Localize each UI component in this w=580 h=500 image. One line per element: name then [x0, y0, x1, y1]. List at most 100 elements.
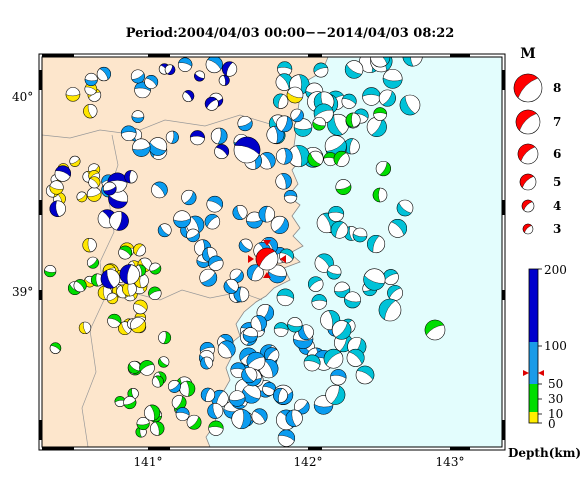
- focal-mechanism: [100, 269, 121, 289]
- focal-mechanism: [86, 187, 102, 202]
- focal-mechanism: [109, 211, 129, 231]
- focal-mechanism: [366, 116, 387, 137]
- focal-mechanism: [65, 87, 81, 102]
- focal-mechanism: [144, 75, 159, 89]
- focal-mechanism: [323, 348, 344, 369]
- focal-mechanism: [378, 89, 396, 107]
- focal-mechanism: [363, 268, 386, 291]
- focal-mechanism: [218, 74, 230, 86]
- focal-mechanism: [307, 276, 324, 292]
- focal-mechanism: [179, 380, 196, 397]
- focal-mechanism: [49, 342, 62, 354]
- focal-mechanism: [277, 429, 296, 447]
- focal-mechanism: [181, 189, 197, 206]
- focal-mechanism: [96, 66, 111, 82]
- focal-mechanism: [148, 286, 162, 300]
- lon-label-142: 142°: [294, 455, 323, 469]
- focal-mechanism: [205, 57, 223, 74]
- focal-mechanism: [378, 298, 402, 322]
- magnitude-legend-ball-6: [517, 143, 539, 165]
- focal-mechanism: [127, 360, 141, 374]
- lon-label-141: 141°: [134, 455, 163, 469]
- focal-mechanism: [164, 64, 176, 76]
- depth-marker-left: [523, 370, 529, 376]
- magnitude-legend-ball-8: [513, 73, 543, 103]
- main-shock-marker: [280, 255, 286, 263]
- lat-label-40: 40°: [12, 90, 33, 104]
- focal-mechanism: [382, 269, 399, 286]
- map-title: Period:2004/04/03 00:00−−2014/04/03 08:2…: [125, 26, 455, 41]
- focal-mechanism: [402, 57, 423, 67]
- focal-mechanism: [344, 291, 361, 309]
- focal-mechanism: [204, 213, 221, 230]
- focal-mechanism: [122, 281, 137, 297]
- focal-mechanism: [341, 93, 357, 109]
- focal-mechanisms: [44, 57, 446, 447]
- focal-mechanism: [272, 387, 288, 403]
- focal-mechanism: [86, 256, 99, 269]
- depth-tick-100: 100: [544, 339, 567, 353]
- focal-mechanism: [186, 228, 200, 243]
- focal-mechanism: [82, 237, 97, 253]
- focal-mechanism: [69, 155, 81, 167]
- lon-label-143: 143°: [436, 455, 465, 469]
- focal-mechanism: [238, 238, 253, 253]
- focal-mechanism: [399, 94, 421, 116]
- focal-mechanism: [107, 313, 122, 328]
- magnitude-label-7: 7: [553, 115, 561, 129]
- depth-scale: 200 100 50 30 10 0 Depth(km): [508, 263, 580, 460]
- focal-mechanism: [276, 115, 293, 133]
- focal-mechanism: [157, 223, 172, 238]
- focal-mechanism: [246, 264, 264, 282]
- focal-mechanism: [285, 409, 303, 427]
- focal-mechanism: [148, 137, 168, 156]
- focal-mechanism: [84, 72, 98, 87]
- main-shock-mechanism: [255, 247, 279, 271]
- focal-mechanism: [171, 395, 187, 410]
- focal-mechanism: [49, 200, 66, 217]
- focal-mechanism: [367, 234, 386, 254]
- focal-mechanism: [275, 173, 292, 190]
- focal-mechanism: [76, 191, 88, 203]
- focal-mechanism: [345, 112, 361, 128]
- focal-mechanism: [277, 61, 293, 77]
- focal-mechanism: [303, 354, 321, 372]
- focal-mechanism: [168, 380, 181, 393]
- focal-mechanism: [118, 245, 133, 260]
- focal-mechanism: [204, 96, 219, 111]
- focal-mechanism: [151, 181, 168, 199]
- focal-mechanism: [88, 176, 101, 189]
- focal-mechanism: [232, 205, 248, 221]
- focal-mechanism: [107, 172, 128, 193]
- focal-mechanism: [158, 331, 172, 345]
- focal-mechanism: [194, 70, 206, 82]
- focal-mechanism: [328, 205, 345, 222]
- focal-mechanism: [346, 348, 365, 367]
- focal-mechanism: [251, 408, 268, 425]
- focal-mechanism: [293, 118, 313, 137]
- focal-mechanism: [210, 127, 228, 145]
- focal-mechanism: [200, 387, 216, 402]
- focal-mechanism: [241, 367, 258, 384]
- focal-mechanism: [200, 356, 214, 370]
- focal-mechanism: [182, 90, 195, 102]
- focal-mechanism: [214, 144, 230, 160]
- focal-mechanism: [165, 130, 179, 144]
- focal-mechanism: [313, 62, 329, 78]
- focal-mechanism: [388, 219, 408, 238]
- magnitude-legend-ball-5: [519, 173, 537, 191]
- lat-label-39: 39°: [12, 285, 33, 299]
- focal-mechanism: [311, 294, 327, 310]
- main-shock-marker: [263, 240, 271, 246]
- map-frame: [38, 53, 506, 451]
- focal-mechanism: [49, 180, 64, 195]
- focal-mechanism: [276, 288, 295, 307]
- focal-mechanism: [242, 327, 259, 343]
- focal-mechanism: [335, 179, 352, 196]
- focal-mechanism: [177, 57, 193, 72]
- focal-mechanism: [229, 390, 246, 407]
- magnitude-legend: M 8 7 6 5 4 3: [513, 46, 561, 236]
- depth-band-mid: [529, 342, 538, 384]
- magnitude-legend-header: M: [520, 46, 536, 62]
